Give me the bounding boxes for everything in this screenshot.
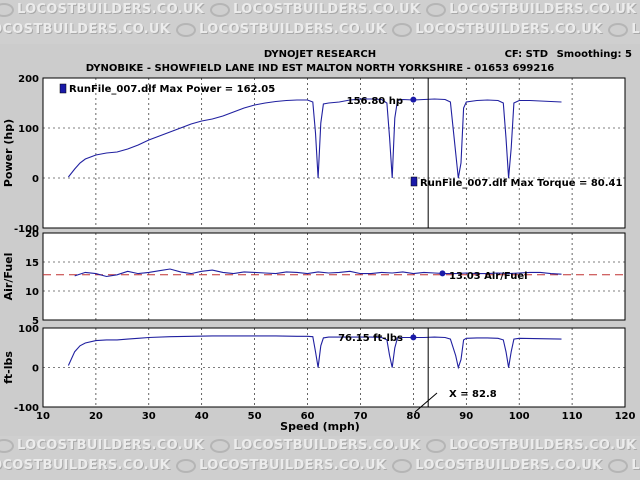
watermark-text: LOCOSTBUILDERS.CO.UK: [426, 2, 636, 17]
watermark-logo-icon: [176, 458, 197, 473]
y-tick-label: -100: [14, 403, 39, 414]
watermark-band-top: LOCOSTBUILDERS.CO.UK LOCOSTBUILDERS.CO.UK…: [0, 0, 640, 44]
y-axis-title: Air/Fuel: [2, 253, 15, 301]
legend-torque-swatch: [410, 176, 418, 187]
x-tick-label: 80: [406, 411, 420, 422]
x-tick-label: 120: [615, 411, 636, 422]
watermark-logo-icon: [426, 2, 447, 17]
afr-marker-point: [439, 270, 446, 277]
power-trace-line: [67, 98, 562, 179]
chart-title: DYNOJET RESEARCH: [264, 49, 376, 60]
y-tick-label: 10: [25, 287, 39, 298]
chart-subtitle: DYNOBIKE - SHOWFIELD LANE IND EST MALTON…: [86, 63, 555, 74]
watermark-text: LOCOSTBUILDERS.CO.UK: [426, 438, 636, 453]
cursor-readout: X = 82.8: [449, 389, 497, 400]
afr-plot-area: [42, 232, 626, 321]
x-axis-title: Speed (mph): [280, 420, 360, 433]
y-tick-label: 200: [18, 74, 39, 85]
x-tick-label: 70: [353, 411, 367, 422]
torque-trace-line: [67, 335, 562, 370]
x-tick-label: 20: [89, 411, 103, 422]
watermark-text: LOCOSTBUILDERS.CO.UK: [0, 2, 204, 17]
power-readout: 156.80 hp: [347, 96, 403, 107]
watermark-band-bottom: LOCOSTBUILDERS.CO.UK LOCOSTBUILDERS.CO.UK…: [0, 436, 640, 480]
x-tick-label: 100: [509, 411, 530, 422]
watermark-text: LOCOSTBUILDERS.CO.UK: [0, 458, 171, 473]
watermark-text: LOCOSTBUILDERS.CO.UK: [392, 22, 602, 37]
watermark-logo-icon: [608, 458, 629, 473]
y-axis-title: Power (hp): [2, 119, 15, 187]
watermark-row: LOCOSTBUILDERS.CO.UK LOCOSTBUILDERS.CO.UK…: [0, 458, 640, 473]
cursor-callout-line: [414, 392, 438, 413]
y-tick-label: 100: [18, 124, 39, 135]
watermark-logo-icon: [426, 438, 447, 453]
watermark-text: LOCOSTBUILDERS.CO.UK: [0, 438, 204, 453]
watermark-logo-icon: [176, 22, 197, 37]
watermark-text: LOCOSTBUILDERS.CO.UK: [210, 2, 420, 17]
x-tick-label: 40: [195, 411, 209, 422]
y-axis-title: ft-lbs: [2, 351, 15, 384]
legend-torque: RunFile_007.dlf Max Torque = 80.41: [420, 178, 622, 189]
y-tick-label: 5: [32, 316, 39, 327]
legend-power: RunFile_007.dlf Max Power = 162.05: [69, 84, 275, 95]
chart-panels: 200 100 0 -100 Power (hp) 20 15 10 5 Air/Fuel 100 0…: [2, 74, 635, 422]
watermark-logo-icon: [210, 438, 231, 453]
watermark-text: LOCOSTBUILDERS.CO.UK: [176, 458, 386, 473]
cf-label: CF: STD: [505, 49, 548, 60]
y-tick-label: 100: [18, 324, 39, 335]
y-tick-label: 20: [25, 229, 39, 240]
afr-trace-line: [74, 268, 562, 278]
y-tick-label: 0: [32, 174, 39, 185]
legend-power-swatch: [59, 83, 67, 94]
torque-readout: 76.15 ft-lbs: [338, 333, 403, 344]
watermark-text: LOCOSTBUILDERS.CO.UK: [608, 458, 640, 473]
y-tick-label: -100: [14, 224, 39, 235]
watermark-logo-icon: [0, 2, 14, 17]
x-tick-label: 30: [142, 411, 156, 422]
watermark-text: LOCOSTBUILDERS.CO.UK: [210, 438, 420, 453]
watermark-text: LOCOSTBUILDERS.CO.UK: [0, 22, 171, 37]
x-tick-label: 50: [248, 411, 262, 422]
watermark-logo-icon: [210, 2, 231, 17]
smoothing-label: Smoothing: 5: [557, 49, 632, 60]
watermark-row: LOCOSTBUILDERS.CO.UK LOCOSTBUILDERS.CO.UK…: [0, 2, 640, 17]
x-tick-label: 60: [301, 411, 315, 422]
watermark-logo-icon: [392, 458, 413, 473]
afr-readout: 13.03 Air/Fuel: [449, 271, 528, 282]
watermark-text: LOCOSTBUILDERS.CO.UK: [392, 458, 602, 473]
x-tick-label: 90: [459, 411, 473, 422]
y-tick-label: 15: [25, 258, 39, 269]
watermark-logo-icon: [608, 22, 629, 37]
watermark-text: LOCOSTBUILDERS.CO.UK: [608, 22, 640, 37]
x-tick-label: 10: [36, 411, 50, 422]
watermark-row: LOCOSTBUILDERS.CO.UK LOCOSTBUILDERS.CO.UK…: [0, 438, 640, 453]
power-marker-point: [410, 96, 417, 103]
watermark-row: LOCOSTBUILDERS.CO.UK LOCOSTBUILDERS.CO.UK…: [0, 22, 640, 37]
torque-marker-point: [410, 334, 417, 341]
x-tick-label: 110: [562, 411, 583, 422]
y-tick-label: 0: [32, 364, 39, 375]
watermark-logo-icon: [0, 438, 14, 453]
watermark-text: LOCOSTBUILDERS.CO.UK: [176, 22, 386, 37]
watermark-logo-icon: [392, 22, 413, 37]
